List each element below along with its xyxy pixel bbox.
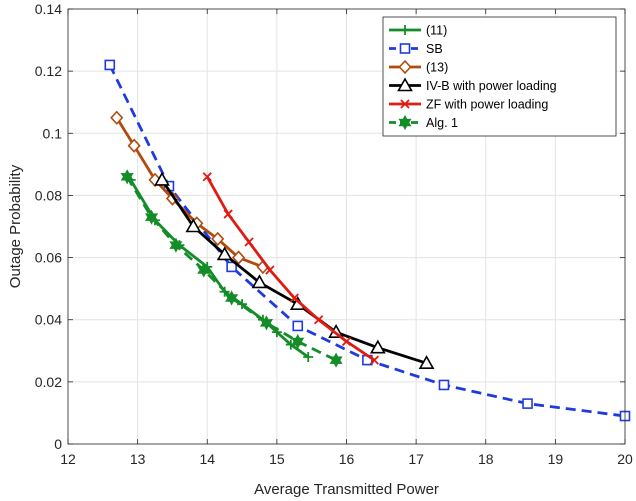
data-point <box>251 274 268 289</box>
data-point <box>110 110 124 125</box>
y-tick-label: 0.04 <box>35 312 62 328</box>
data-point <box>292 320 304 332</box>
legend-marker <box>397 77 413 92</box>
data-point <box>237 299 248 310</box>
data-point <box>127 138 141 153</box>
data-point <box>154 171 170 186</box>
data-point <box>303 352 314 362</box>
data-point <box>265 265 275 275</box>
legend-label: Alg. 1 <box>426 116 458 130</box>
data-point <box>144 209 159 225</box>
series-5 <box>202 172 379 365</box>
y-tick-label: 0.08 <box>35 187 62 203</box>
data-point <box>244 237 254 247</box>
y-tick-label: 0.1 <box>43 125 63 141</box>
legend-label: IV-B with power loading <box>426 79 557 93</box>
data-point <box>223 209 233 219</box>
data-point <box>225 290 239 306</box>
data-point <box>202 172 212 182</box>
data-point <box>369 339 386 354</box>
x-tick-label: 20 <box>617 451 633 467</box>
y-tick-label: 0.02 <box>35 374 62 390</box>
data-point <box>418 355 435 370</box>
legend-marker <box>398 114 412 131</box>
data-point <box>438 379 450 391</box>
x-tick-label: 16 <box>339 451 355 467</box>
legend-marker <box>399 43 411 54</box>
legend-item: IV-B with power loading <box>389 77 557 93</box>
series-line <box>108 64 626 418</box>
axis-ticks: 12 13 14 15 16 17 18 19 20 0 0.02 0.04 0.06 0.08 0.1 0.… <box>35 1 633 467</box>
data-point <box>226 261 237 273</box>
data-point <box>169 237 183 253</box>
series-line <box>206 176 376 362</box>
data-point <box>197 262 211 278</box>
data-point <box>314 315 324 325</box>
data-point <box>522 398 533 409</box>
x-tick-label: 18 <box>478 451 494 467</box>
data-point <box>369 355 379 365</box>
series-group <box>104 59 631 422</box>
legend-item: SB <box>389 42 443 56</box>
x-axis-label: Average Transmitted Power <box>254 481 439 498</box>
legend-item: Alg. 1 <box>389 114 458 131</box>
legend-label: SB <box>426 42 443 56</box>
x-tick-label: 14 <box>199 451 215 467</box>
legend-label: ZF with power loading <box>426 98 548 112</box>
data-point <box>329 352 343 368</box>
legend-marker <box>400 25 410 35</box>
series-line <box>125 176 337 362</box>
legend-box <box>382 16 617 137</box>
series-6 <box>120 169 343 368</box>
y-tick-label: 0.06 <box>35 250 62 266</box>
series-4 <box>154 171 435 370</box>
x-tick-label: 17 <box>408 451 424 467</box>
x-tick-label: 19 <box>548 451 564 467</box>
data-point <box>216 246 233 261</box>
legend-marker <box>400 99 410 109</box>
legend: (11) SB (13) IV-B with power loading ZF with… <box>382 16 617 137</box>
x-tick-label: 13 <box>130 451 146 467</box>
x-tick-label: 12 <box>60 451 76 467</box>
data-point <box>185 218 202 233</box>
legend-label: (13) <box>426 61 448 75</box>
y-tick-label: 0 <box>54 436 62 452</box>
data-point <box>211 231 225 247</box>
y-axis-label: Outage Probability <box>7 164 24 288</box>
data-point <box>231 250 246 265</box>
data-point <box>289 293 299 303</box>
legend-item: (13) <box>389 59 448 75</box>
legend-marker <box>398 59 412 75</box>
data-point <box>104 59 116 71</box>
legend-label: (11) <box>426 24 447 38</box>
legend-item: (11) <box>389 24 447 38</box>
y-tick-label: 0.14 <box>35 1 62 17</box>
series-2 <box>104 59 631 422</box>
data-point <box>341 336 352 347</box>
data-point <box>259 315 273 331</box>
legend-item: ZF with power loading <box>389 98 548 112</box>
x-tick-label: 15 <box>269 451 285 467</box>
data-point <box>120 169 134 185</box>
data-point <box>291 333 305 350</box>
y-tick-label: 0.12 <box>35 63 62 79</box>
